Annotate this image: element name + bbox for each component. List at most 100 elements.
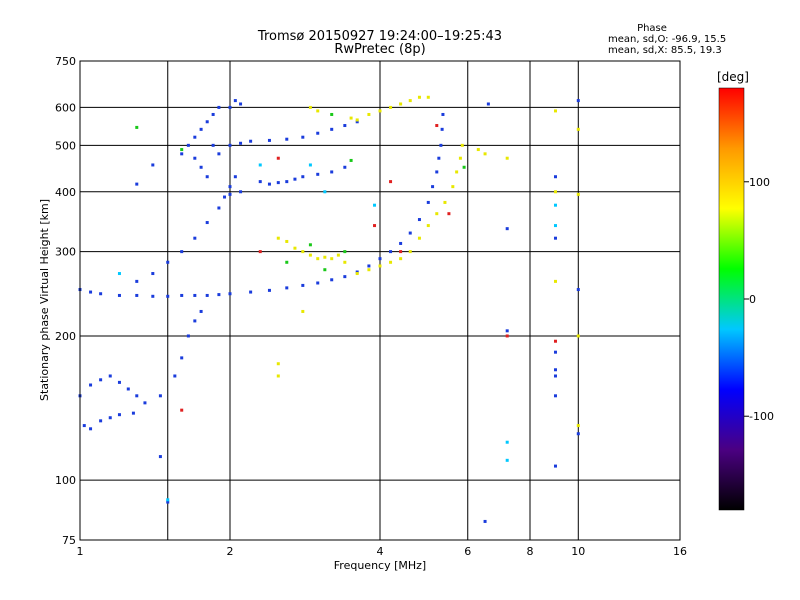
data-point bbox=[553, 368, 557, 372]
data-point bbox=[108, 416, 112, 420]
colorbar-unit-label: [deg] bbox=[717, 70, 749, 84]
data-point bbox=[399, 250, 403, 254]
data-point bbox=[205, 120, 209, 124]
data-point bbox=[330, 257, 334, 261]
data-point bbox=[349, 158, 353, 162]
data-point bbox=[217, 105, 221, 109]
data-point bbox=[426, 95, 430, 99]
data-point bbox=[151, 294, 155, 298]
data-point bbox=[205, 175, 209, 179]
data-point bbox=[435, 170, 439, 174]
data-point bbox=[367, 112, 371, 116]
data-point bbox=[217, 152, 221, 156]
data-point bbox=[378, 109, 382, 113]
data-point bbox=[308, 163, 312, 167]
data-point bbox=[553, 464, 557, 468]
data-point bbox=[239, 141, 243, 145]
data-point bbox=[553, 394, 557, 398]
data-point bbox=[505, 440, 509, 444]
data-point bbox=[553, 203, 557, 207]
data-point bbox=[483, 519, 487, 523]
data-point bbox=[367, 268, 371, 272]
data-point bbox=[476, 148, 480, 152]
data-point bbox=[435, 124, 439, 128]
data-point bbox=[180, 408, 184, 412]
data-point bbox=[576, 334, 580, 338]
data-point bbox=[367, 264, 371, 268]
data-point bbox=[455, 170, 459, 174]
data-point bbox=[239, 190, 243, 194]
data-point bbox=[330, 170, 334, 174]
phase-stats-heading: Phase bbox=[637, 23, 667, 34]
data-point bbox=[228, 105, 232, 109]
data-point bbox=[276, 362, 280, 366]
data-point bbox=[441, 112, 445, 116]
data-point bbox=[258, 250, 262, 254]
data-point bbox=[316, 281, 320, 285]
x-tick-label: 1 bbox=[77, 545, 84, 558]
data-point bbox=[343, 275, 347, 279]
data-point bbox=[336, 253, 340, 257]
data-point bbox=[117, 380, 121, 384]
y-tick-label: 750 bbox=[55, 55, 76, 68]
data-point bbox=[417, 95, 421, 99]
data-point bbox=[126, 387, 130, 391]
data-point bbox=[186, 143, 190, 147]
data-point bbox=[99, 378, 103, 382]
data-point bbox=[301, 135, 305, 139]
data-point bbox=[276, 156, 280, 160]
data-point bbox=[285, 180, 289, 184]
data-point bbox=[211, 112, 215, 116]
data-point bbox=[378, 264, 382, 268]
data-point bbox=[408, 231, 412, 235]
data-point bbox=[316, 172, 320, 176]
data-point bbox=[316, 257, 320, 261]
data-point bbox=[389, 250, 393, 254]
data-point bbox=[301, 250, 305, 254]
data-point bbox=[166, 500, 170, 504]
data-point bbox=[293, 177, 297, 181]
x-tick-label: 6 bbox=[464, 545, 471, 558]
data-point bbox=[228, 192, 232, 196]
data-point bbox=[553, 236, 557, 240]
data-point bbox=[389, 105, 393, 109]
chart-title: Tromsø 20150927 19:24:00–19:25:43 bbox=[257, 29, 502, 44]
y-tick-label: 300 bbox=[55, 246, 76, 259]
data-point bbox=[553, 109, 557, 113]
colorbar-tick-label: -100 bbox=[749, 410, 774, 423]
data-point bbox=[285, 137, 289, 141]
axis-ticks: 1 2 4 6 8 10 16 75 100 200 300 400 500 600 750 bbox=[55, 55, 687, 558]
data-point bbox=[249, 139, 253, 143]
data-point bbox=[180, 250, 184, 254]
data-point bbox=[143, 401, 147, 405]
x-tick-label: 16 bbox=[673, 545, 687, 558]
chart-subtitle: RwPretec (8p) bbox=[334, 42, 425, 57]
y-tick-label: 200 bbox=[55, 330, 76, 343]
data-point bbox=[349, 116, 353, 120]
data-point bbox=[323, 190, 327, 194]
data-point bbox=[205, 293, 209, 297]
data-point bbox=[435, 212, 439, 216]
phase-stats-o: mean, sd,O: -96.9, 15.5 bbox=[608, 34, 726, 45]
data-point bbox=[389, 180, 393, 184]
data-point bbox=[228, 143, 232, 147]
data-point bbox=[378, 257, 382, 261]
colorbar-tick-label: 100 bbox=[749, 176, 770, 189]
data-point bbox=[117, 413, 121, 417]
data-point bbox=[355, 270, 359, 274]
data-point bbox=[301, 175, 305, 179]
y-tick-label: 600 bbox=[55, 101, 76, 114]
data-point bbox=[553, 190, 557, 194]
data-point bbox=[576, 99, 580, 103]
data-point bbox=[239, 102, 243, 106]
data-point bbox=[451, 185, 455, 189]
data-point bbox=[151, 163, 155, 167]
data-point bbox=[330, 112, 334, 116]
data-point bbox=[276, 374, 280, 378]
data-point bbox=[308, 253, 312, 257]
data-point bbox=[505, 458, 509, 462]
data-point bbox=[355, 272, 359, 276]
data-point bbox=[576, 127, 580, 131]
colorbar: [deg] 100 0 -100 bbox=[717, 70, 774, 511]
